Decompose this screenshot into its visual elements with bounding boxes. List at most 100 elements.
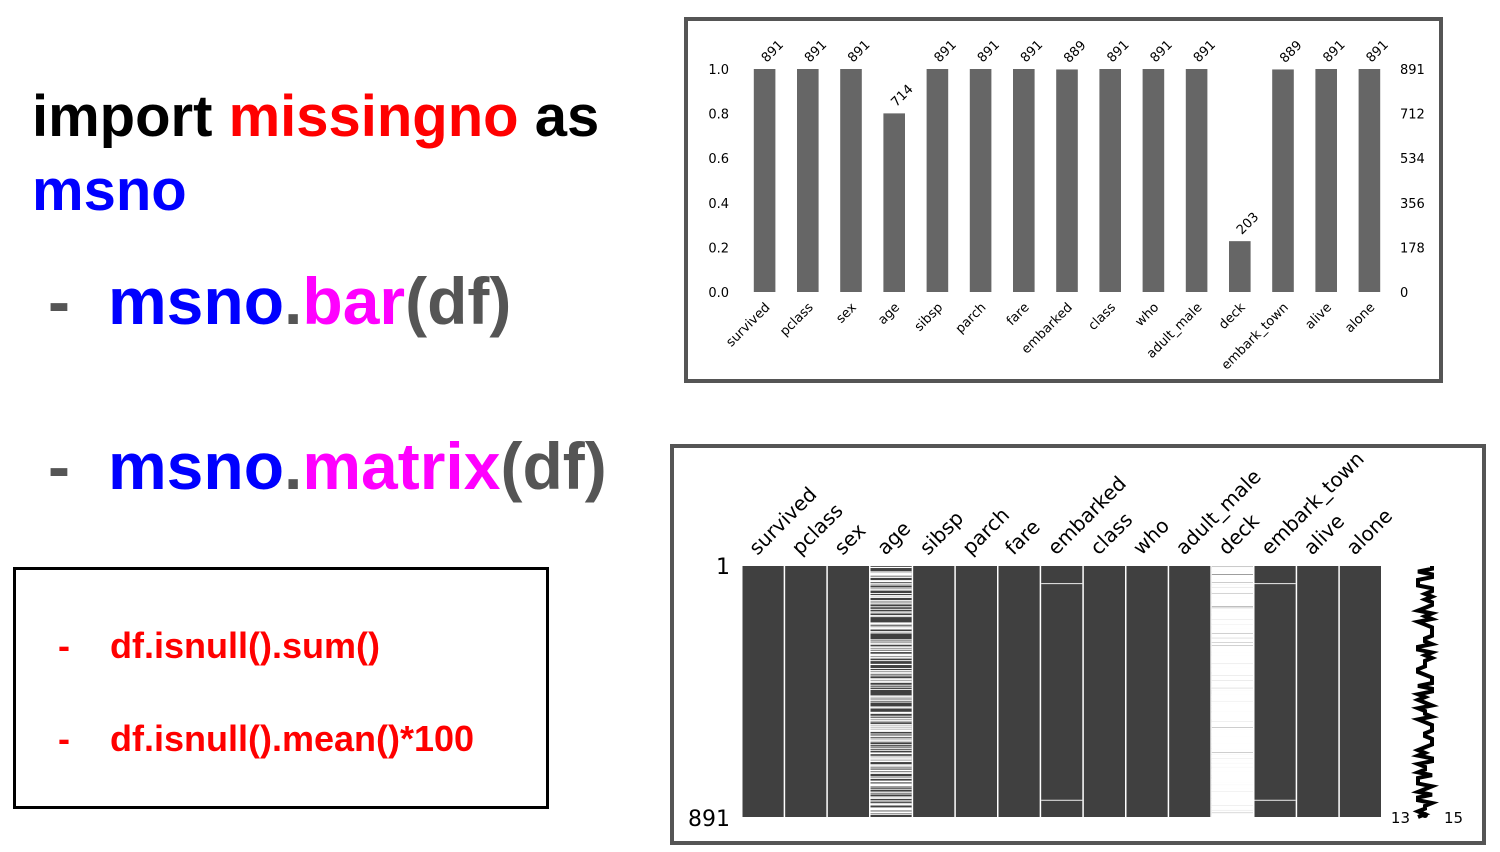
bar-count-label: 891	[802, 38, 830, 66]
missing-row-line	[870, 593, 912, 594]
missing-row-line	[1211, 790, 1253, 792]
missing-row-line	[1211, 769, 1253, 771]
missing-row-line	[1211, 684, 1253, 686]
matrix-column	[998, 566, 1040, 817]
missing-row-line	[870, 627, 912, 629]
missing-row-line	[1211, 579, 1253, 581]
missing-row-line	[870, 602, 912, 604]
missing-row-line	[870, 673, 912, 675]
missing-row-line	[1211, 619, 1253, 621]
missing-row-line	[1211, 735, 1253, 737]
missing-row-line	[1211, 601, 1253, 603]
bar-count-label: 891	[845, 38, 873, 66]
missing-row-line	[1211, 620, 1253, 622]
missing-row-line	[870, 656, 912, 658]
missing-row-line	[870, 758, 912, 760]
missing-row-line	[870, 670, 912, 672]
missing-row-line	[870, 736, 912, 738]
missing-row-line	[870, 746, 912, 748]
missing-row-line	[1211, 634, 1253, 636]
missing-row-line	[870, 600, 912, 602]
missing-row-line	[1211, 730, 1253, 732]
bar	[1056, 69, 1078, 292]
isnull-methods-box: - df.isnull().sum() - df.isnull().mean()*1…	[13, 567, 549, 809]
missing-row-line	[1211, 756, 1253, 758]
isnull-sum-text: df.isnull().sum()	[110, 625, 380, 666]
missing-row-line	[1211, 652, 1253, 653]
missing-row-line	[1211, 631, 1253, 633]
missing-row-line	[1211, 816, 1253, 818]
matrix-column	[1126, 566, 1168, 817]
bar	[1272, 69, 1294, 292]
missing-row-line	[1211, 648, 1253, 650]
missing-row-line	[870, 699, 912, 701]
missing-row-line	[870, 655, 912, 657]
right-axis-tick-label: 178	[1400, 241, 1425, 256]
missing-row-line	[1211, 664, 1253, 666]
missing-row-line	[870, 695, 912, 697]
missing-row-line	[1211, 771, 1253, 772]
missing-row-line	[1211, 687, 1253, 689]
missing-row-line	[870, 749, 912, 751]
missing-row-line	[1041, 799, 1083, 801]
missing-row-line	[1211, 585, 1253, 587]
missing-row-line	[1211, 595, 1253, 597]
missing-row-line	[870, 672, 912, 673]
missing-row-line	[870, 697, 912, 699]
missing-row-line	[1211, 680, 1253, 682]
missing-row-line	[1211, 740, 1253, 742]
x-tick-label: who	[1133, 300, 1163, 330]
missing-row-line	[1211, 669, 1253, 671]
missing-row-line	[1211, 805, 1253, 807]
missing-row-line	[1211, 736, 1253, 738]
missing-row-line	[1211, 683, 1253, 685]
missing-row-line	[1211, 702, 1253, 704]
missing-row-line	[1211, 726, 1253, 728]
matrix-column	[870, 566, 912, 817]
missing-row-line	[1211, 755, 1253, 757]
missing-row-line	[1211, 612, 1253, 614]
missing-row-line	[1211, 604, 1253, 606]
missing-row-line	[1211, 657, 1253, 659]
isnull-mean-item: - df.isnull().mean()*100	[58, 718, 474, 760]
import-keyword: import	[32, 84, 213, 149]
missing-row-line	[1211, 649, 1253, 651]
bar-call-args: (df)	[405, 264, 512, 338]
missing-row-line	[1211, 696, 1253, 698]
matrix-column	[913, 566, 955, 817]
missing-row-line	[1211, 630, 1253, 632]
missing-row-line	[870, 808, 912, 810]
missing-row-line	[870, 770, 912, 772]
isnull-sum-item: - df.isnull().sum()	[58, 625, 380, 667]
bar-count-label: 891	[759, 38, 787, 66]
bar-count-label: 891	[1148, 38, 1176, 66]
missing-row-line	[1211, 690, 1253, 691]
matrix-column-label: age	[872, 516, 915, 559]
missing-row-line	[1211, 795, 1253, 797]
missing-row-line	[1211, 715, 1253, 717]
missing-row-line	[1211, 646, 1253, 647]
missing-row-line	[1211, 699, 1253, 701]
missing-row-line	[870, 679, 912, 681]
bar-count-label: 203	[1234, 210, 1262, 238]
missing-row-line	[870, 730, 912, 732]
missing-row-line	[870, 791, 912, 793]
right-axis-tick-label: 712	[1400, 108, 1425, 123]
missing-row-line	[1211, 621, 1253, 623]
bar-count-label: 891	[1364, 38, 1392, 66]
missing-row-line	[1211, 797, 1253, 799]
missing-row-line	[1211, 597, 1253, 598]
missing-row-line	[1211, 657, 1253, 658]
missing-row-line	[1211, 637, 1253, 639]
missing-row-line	[870, 786, 912, 788]
missing-row-line	[1211, 587, 1253, 589]
missingno-matrix-chart-panel: survived pclass sex age sibsp parch fare embark…	[670, 444, 1486, 845]
missing-row-line	[870, 650, 912, 652]
matrix-bullet-dash: -	[48, 429, 70, 503]
missing-row-line	[870, 608, 912, 610]
missing-row-line	[1211, 688, 1253, 690]
matrix-column-label: parch	[957, 503, 1014, 560]
missing-row-line	[870, 575, 912, 577]
missing-row-line	[870, 646, 912, 648]
missing-row-line	[870, 773, 912, 774]
